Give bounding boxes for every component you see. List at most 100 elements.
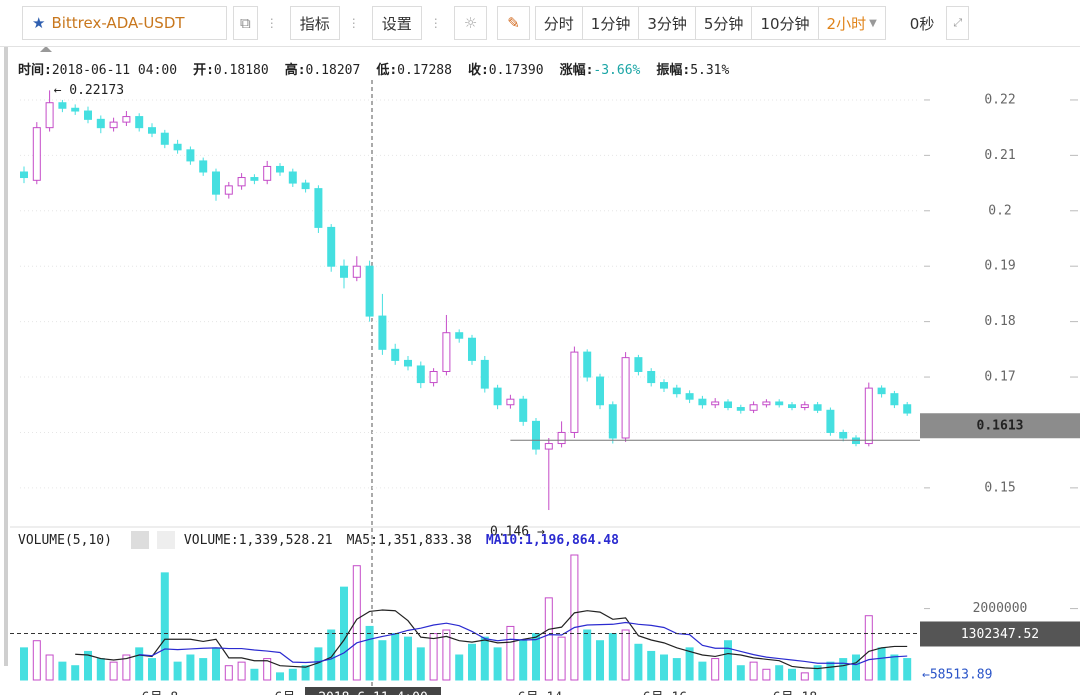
gear-icon[interactable] bbox=[131, 531, 149, 549]
volume-bar bbox=[685, 647, 694, 681]
candle-body bbox=[660, 382, 668, 389]
info-label: 收: bbox=[467, 63, 489, 78]
y-tick-label: 0.2 bbox=[988, 203, 1011, 218]
volume-bar bbox=[826, 661, 835, 681]
period-button[interactable]: 2小时 ▼ bbox=[817, 6, 886, 40]
volume-bar bbox=[775, 665, 784, 681]
volume-bar bbox=[109, 661, 118, 681]
volume-bar bbox=[250, 668, 259, 681]
volume-bar bbox=[634, 643, 643, 681]
x-tick-label: 6月 18 bbox=[773, 691, 817, 695]
volume-bar bbox=[736, 665, 745, 681]
candle-body bbox=[250, 177, 259, 181]
candle-body bbox=[327, 226, 336, 267]
period-button[interactable]: 3分钟 bbox=[638, 6, 696, 40]
info-label: 时间: bbox=[18, 63, 52, 78]
candle-body bbox=[276, 165, 284, 173]
candle-body bbox=[634, 357, 643, 372]
volume-bar bbox=[596, 640, 604, 681]
price-tag-label: 0.1613 bbox=[977, 419, 1024, 434]
candle-body bbox=[71, 107, 80, 112]
left-scrollbar bbox=[4, 46, 8, 666]
volume-bar bbox=[276, 672, 284, 681]
candle-body bbox=[596, 376, 604, 406]
volume-bar bbox=[45, 654, 54, 681]
period-label: 1分钟 bbox=[590, 14, 631, 33]
volume-bar bbox=[544, 597, 553, 681]
popout-button[interactable]: ⧉ bbox=[233, 6, 258, 40]
candle-body bbox=[788, 404, 796, 409]
symbol-button[interactable]: ★ Bittrex-ADA-USDT bbox=[22, 6, 227, 40]
theme-button[interactable]: ☼ bbox=[453, 6, 488, 40]
ma-line bbox=[75, 609, 908, 670]
candle-body bbox=[58, 102, 67, 109]
y-tick-label: 0.15 bbox=[984, 480, 1015, 495]
period-group: 分时 1分钟 3分钟 5分钟 10分钟 2小时 ▼ bbox=[534, 6, 886, 40]
volume-bar bbox=[621, 629, 630, 681]
candle-body bbox=[378, 315, 387, 350]
y-tick-label: 0.22 bbox=[984, 92, 1015, 107]
candle-body bbox=[186, 149, 195, 162]
candle-body bbox=[352, 265, 361, 278]
volume-legend-item: MA10:1,196,864.48 bbox=[485, 533, 619, 548]
candle-body bbox=[455, 332, 464, 339]
volume-bar bbox=[237, 661, 246, 681]
volume-bar bbox=[903, 658, 912, 681]
period-button[interactable]: 5分钟 bbox=[694, 6, 753, 40]
x-tick-label: 6月 14 bbox=[518, 691, 562, 695]
candle-body bbox=[20, 171, 28, 179]
candle-body bbox=[468, 337, 476, 361]
draw-button[interactable]: ✎ bbox=[497, 6, 530, 40]
candle-body bbox=[301, 182, 310, 190]
candle-body bbox=[224, 185, 233, 195]
candle-body bbox=[263, 165, 272, 181]
volume-bar bbox=[327, 629, 336, 681]
candle-body bbox=[711, 401, 720, 406]
volume-bar bbox=[71, 665, 80, 681]
period-button[interactable]: 分时 bbox=[534, 6, 583, 40]
period-button[interactable]: 1分钟 bbox=[581, 6, 640, 40]
volume-ma-tag-label: 1302347.52 bbox=[961, 627, 1039, 642]
candle-body bbox=[122, 116, 131, 123]
candle-body bbox=[45, 102, 54, 129]
volume-ma-tag bbox=[920, 621, 1080, 647]
indicator-button[interactable]: 指标 bbox=[289, 6, 340, 40]
candle-body bbox=[199, 160, 208, 173]
volume-bar bbox=[608, 633, 617, 681]
low-annotation: 0.146 → bbox=[490, 525, 545, 540]
volume-bar bbox=[429, 633, 438, 681]
volume-bar bbox=[711, 658, 720, 681]
period-label: 3分钟 bbox=[647, 14, 687, 33]
candle-body bbox=[724, 401, 732, 409]
candle-body bbox=[288, 171, 297, 184]
candle-body bbox=[647, 370, 656, 384]
fullscreen-button[interactable]: ⤢ bbox=[946, 6, 970, 40]
volume-bar bbox=[378, 640, 387, 681]
indicator: 指标 bbox=[299, 14, 330, 33]
candle-body bbox=[506, 398, 515, 406]
symbol: Bittrex-ADA-USDT bbox=[51, 14, 185, 32]
volume-bar bbox=[864, 615, 873, 681]
volume-bar bbox=[301, 665, 310, 681]
candle-body bbox=[493, 387, 502, 406]
period-button[interactable]: 10分钟 bbox=[751, 6, 819, 40]
volume-bar bbox=[480, 636, 489, 681]
y-tick-label: 0.17 bbox=[984, 370, 1015, 385]
volume-bar bbox=[416, 647, 425, 681]
candle-body bbox=[391, 348, 400, 361]
volume-bar bbox=[839, 658, 848, 681]
volume-bar bbox=[762, 668, 771, 681]
volume-bar bbox=[506, 625, 515, 681]
candle-body bbox=[698, 398, 707, 406]
y-tick-label: 0.19 bbox=[984, 259, 1015, 274]
candle-body bbox=[852, 437, 860, 445]
x-tick-label: 6月 bbox=[275, 691, 296, 695]
close-icon[interactable] bbox=[157, 531, 175, 549]
info-label: 低: bbox=[376, 63, 398, 78]
candle-body bbox=[800, 404, 809, 409]
settings-button[interactable]: 设置 bbox=[371, 6, 422, 40]
candle-body bbox=[32, 127, 41, 181]
info-value: -3.66% bbox=[593, 63, 641, 78]
candle-body bbox=[148, 127, 156, 134]
